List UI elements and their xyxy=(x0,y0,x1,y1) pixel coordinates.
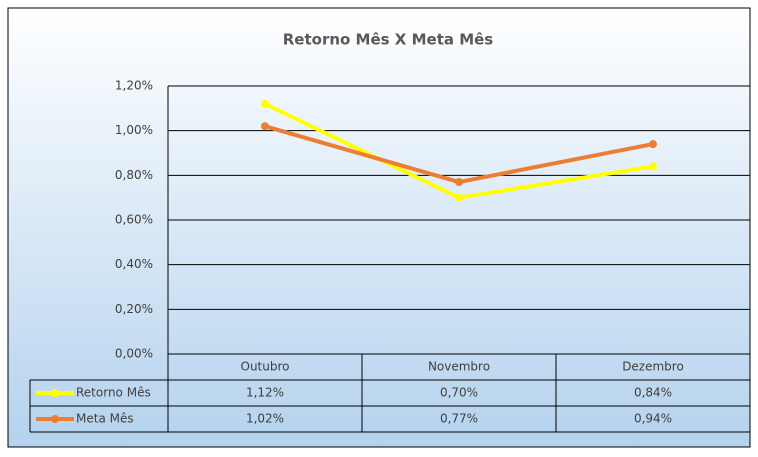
y-tick-label: 1,20% xyxy=(115,79,153,93)
legend-marker xyxy=(51,389,59,397)
y-tick-label: 0,40% xyxy=(115,257,153,271)
table-value: 0,77% xyxy=(440,412,478,426)
y-tick-label: 0,60% xyxy=(115,213,153,227)
y-tick-label: 1,00% xyxy=(115,123,153,137)
legend-label: Meta Mês xyxy=(76,412,134,426)
table-value: 1,12% xyxy=(246,386,284,400)
table-value: 1,02% xyxy=(246,412,284,426)
x-tick-label: Novembro xyxy=(428,360,490,374)
table-value: 0,84% xyxy=(634,386,672,400)
x-tick-label: Dezembro xyxy=(622,360,684,374)
table-value: 0,70% xyxy=(440,386,478,400)
table-value: 0,94% xyxy=(634,412,672,426)
y-tick-label: 0,80% xyxy=(115,168,153,182)
point-marker xyxy=(649,140,657,149)
y-tick-label: 0,00% xyxy=(115,347,153,361)
point-marker xyxy=(261,99,269,108)
x-tick-label: Outubro xyxy=(241,360,290,374)
point-marker xyxy=(261,122,269,131)
legend-marker xyxy=(51,415,59,423)
chart-frame xyxy=(7,7,751,448)
y-tick-label: 0,20% xyxy=(115,302,153,316)
chart-title: Retorno Mês X Meta Mês xyxy=(283,31,494,49)
legend-label: Retorno Mês xyxy=(76,386,151,400)
point-marker xyxy=(455,178,463,187)
point-marker xyxy=(455,193,463,202)
point-marker xyxy=(649,162,657,171)
